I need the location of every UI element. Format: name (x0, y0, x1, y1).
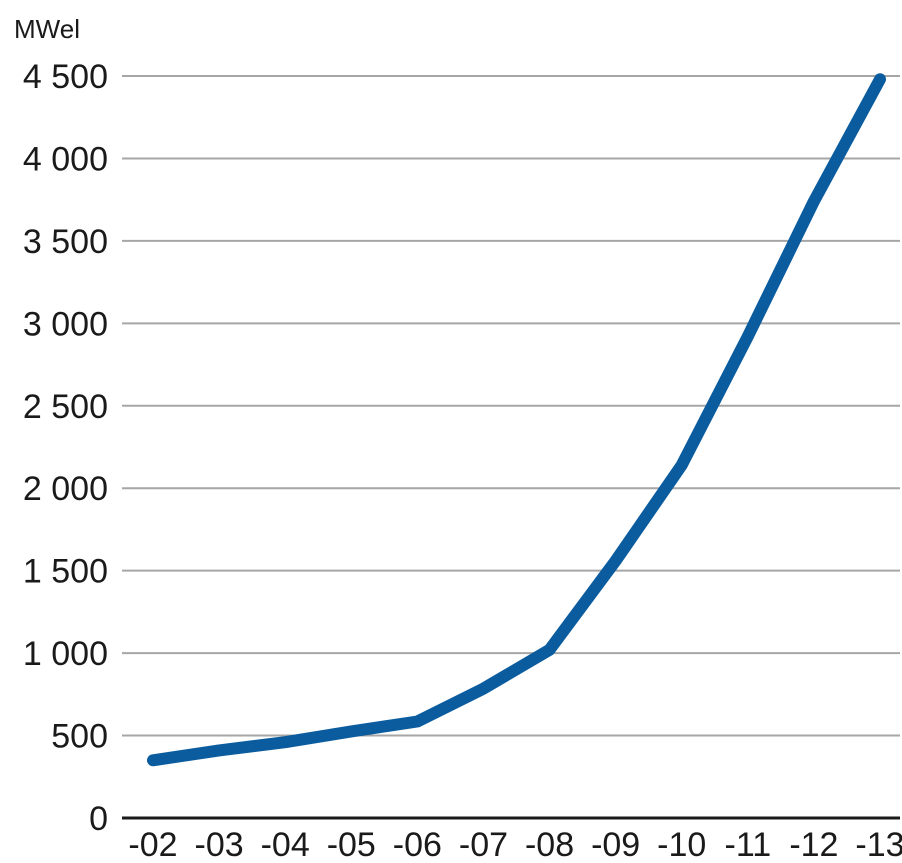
y-tick-label: 0 (89, 800, 108, 838)
y-axis-tick-labels: 0 500 1 000 1 500 2 000 2 500 3 000 3 500 4 000 4… (23, 58, 108, 838)
x-tick-label: -13 (855, 826, 902, 863)
y-tick-label: 500 (51, 718, 108, 756)
data-point (218, 749, 220, 751)
data-point (813, 200, 815, 202)
data-point (152, 759, 154, 761)
data-point (879, 78, 881, 80)
x-tick-label: -09 (591, 826, 640, 863)
x-tick-label: -02 (128, 826, 177, 863)
data-point (284, 741, 286, 743)
series-group (147, 73, 886, 767)
x-tick-label: -06 (393, 826, 442, 863)
x-tick-label: -05 (327, 826, 376, 863)
x-tick-label: -07 (459, 826, 508, 863)
y-tick-label: 1 500 (23, 553, 108, 591)
y-tick-label: 3 500 (23, 223, 108, 261)
y-tick-label: 2 000 (23, 470, 108, 508)
data-point (482, 688, 484, 690)
data-point (416, 721, 418, 723)
gridlines (122, 75, 900, 737)
x-axis-tick-labels: -02 -03 -04 -05 -06 -07 -08 -09 -10 -11 -12 -13 (128, 826, 902, 863)
x-tick-label: -04 (261, 826, 310, 863)
data-point (615, 560, 617, 562)
series-line (147, 73, 886, 767)
data-point (350, 730, 352, 732)
x-tick-label: -10 (657, 826, 706, 863)
y-tick-label: 4 500 (23, 58, 108, 96)
data-point (747, 336, 749, 338)
y-tick-label: 3 000 (23, 305, 108, 343)
y-tick-label: 1 000 (23, 635, 108, 673)
y-axis-unit-label: MWel (14, 14, 80, 44)
data-point (549, 649, 551, 651)
x-tick-label: -12 (789, 826, 838, 863)
y-tick-label: 2 500 (23, 388, 108, 426)
x-tick-label: -03 (195, 826, 244, 863)
x-tick-label: -08 (525, 826, 574, 863)
y-tick-label: 4 000 (23, 140, 108, 178)
data-point (681, 464, 683, 466)
x-tick-label: -11 (725, 826, 772, 863)
